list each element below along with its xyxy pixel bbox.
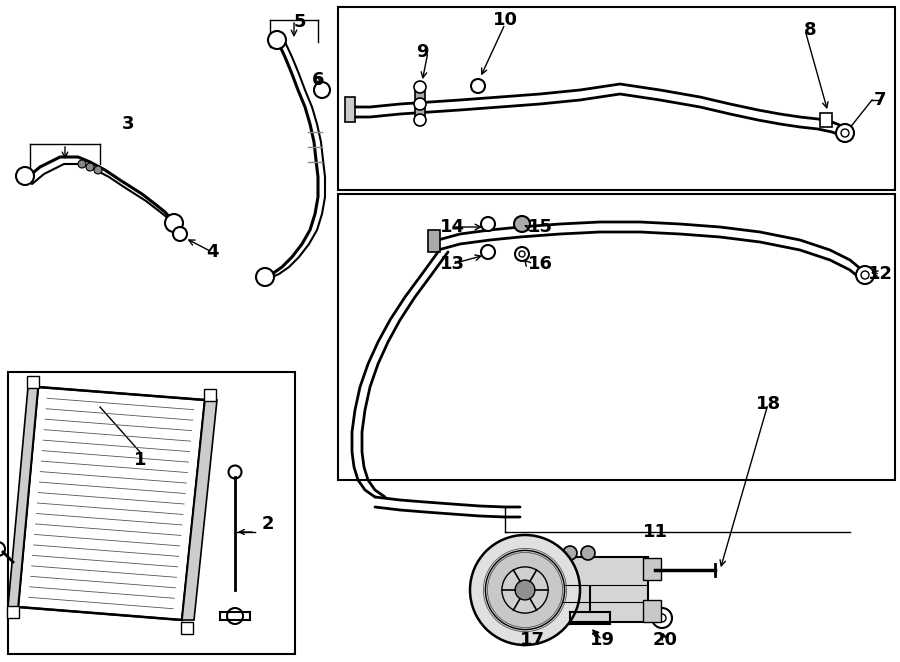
Circle shape (481, 245, 495, 259)
Text: 18: 18 (755, 395, 780, 413)
Text: 13: 13 (439, 255, 464, 273)
Circle shape (173, 227, 187, 241)
Polygon shape (182, 400, 217, 620)
Circle shape (16, 167, 34, 185)
Bar (643, 600, 661, 622)
Circle shape (856, 266, 874, 284)
Text: 20: 20 (652, 631, 678, 649)
Circle shape (485, 550, 564, 630)
Circle shape (0, 542, 5, 556)
Bar (820, 113, 832, 127)
Bar (558, 557, 648, 622)
Circle shape (519, 251, 525, 257)
Circle shape (581, 546, 595, 560)
Bar (338, 194, 895, 480)
Circle shape (414, 81, 426, 93)
Circle shape (414, 98, 426, 110)
Text: 4: 4 (206, 243, 219, 261)
Text: 2: 2 (262, 515, 274, 533)
Circle shape (86, 163, 94, 171)
Text: 17: 17 (519, 631, 544, 649)
Bar (8, 372, 295, 654)
Circle shape (841, 129, 849, 137)
Text: 19: 19 (590, 631, 615, 649)
Polygon shape (18, 387, 205, 620)
Circle shape (229, 465, 241, 479)
Bar (204, 389, 216, 401)
Text: 8: 8 (804, 21, 816, 39)
Polygon shape (8, 387, 38, 607)
Text: 5: 5 (293, 13, 306, 31)
Circle shape (836, 124, 854, 142)
Circle shape (78, 160, 86, 168)
Text: 9: 9 (416, 43, 428, 61)
Circle shape (502, 567, 548, 613)
Circle shape (861, 271, 869, 279)
Bar (643, 558, 661, 580)
Circle shape (658, 614, 666, 622)
Circle shape (481, 217, 495, 231)
Circle shape (256, 268, 274, 286)
Circle shape (414, 114, 426, 126)
Text: 6: 6 (311, 71, 324, 89)
Circle shape (645, 565, 655, 575)
Bar (7, 606, 19, 618)
Circle shape (471, 79, 485, 93)
Circle shape (314, 82, 330, 98)
Circle shape (514, 216, 530, 232)
Bar (338, 7, 895, 190)
Text: 12: 12 (868, 265, 893, 283)
Circle shape (563, 546, 577, 560)
Circle shape (94, 166, 102, 174)
Text: 10: 10 (492, 11, 517, 29)
Text: 7: 7 (874, 91, 886, 109)
Circle shape (227, 608, 243, 624)
Circle shape (515, 580, 535, 600)
Circle shape (515, 247, 529, 261)
Text: 3: 3 (122, 115, 134, 133)
Circle shape (268, 31, 286, 49)
Circle shape (165, 214, 183, 232)
Text: 1: 1 (134, 451, 147, 469)
Text: 16: 16 (527, 255, 553, 273)
Bar (415, 91, 425, 117)
Bar (345, 97, 355, 122)
Text: 14: 14 (439, 218, 464, 236)
Circle shape (652, 608, 672, 628)
Circle shape (470, 535, 580, 645)
Bar (428, 230, 440, 252)
Bar (181, 622, 193, 634)
Bar (27, 376, 39, 388)
Text: 11: 11 (643, 523, 668, 541)
Text: 15: 15 (527, 218, 553, 236)
